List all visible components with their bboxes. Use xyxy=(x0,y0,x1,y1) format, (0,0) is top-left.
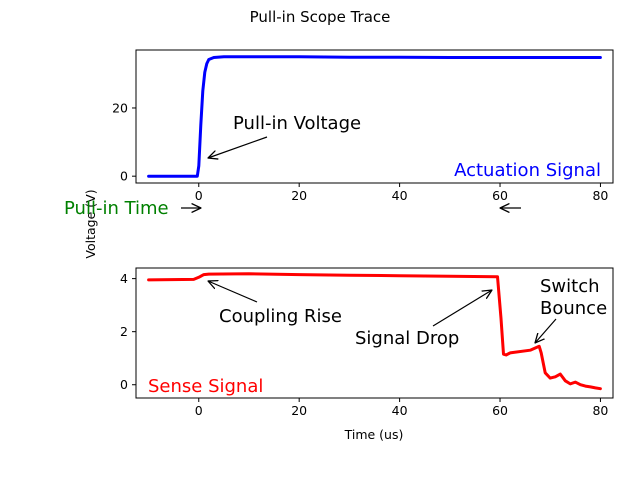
bounce-annotation: Bounce xyxy=(540,298,607,319)
y-axis-label: Voltage (V) xyxy=(83,189,98,258)
sense-signal-label: Sense Signal xyxy=(148,376,263,397)
sense-x-tick-label: 0 xyxy=(195,403,203,418)
figure-title: Pull-in Scope Trace xyxy=(250,8,391,26)
actuation-x-tick-label: 80 xyxy=(592,188,608,203)
actuation-x-tick-label: 0 xyxy=(195,188,203,203)
actuation-y-tick-label: 0 xyxy=(120,169,128,184)
actuation-x-tick-label: 40 xyxy=(392,188,408,203)
sense-panel: 0 20 40 60 80 0 2 4 Coupling Rise Signal Drop S… xyxy=(120,267,614,418)
actuation-y-tick-label: 20 xyxy=(112,100,128,115)
sense-x-tick-label: 40 xyxy=(392,403,408,418)
actuation-signal-label: Actuation Signal xyxy=(454,160,601,181)
signal-drop-arrow xyxy=(432,290,492,327)
x-axis-label: Time (us) xyxy=(344,427,404,442)
switch-annotation: Switch xyxy=(540,276,600,297)
sense-signal-line xyxy=(147,272,602,391)
actuation-x-tick-label: 20 xyxy=(291,188,307,203)
sense-x-tick-label: 60 xyxy=(492,403,508,418)
coupling-rise-annotation: Coupling Rise xyxy=(219,306,342,327)
sense-x-tick-label: 20 xyxy=(291,403,307,418)
actuation-axes-frame xyxy=(135,49,614,184)
sense-axes-frame xyxy=(135,267,614,399)
sense-y-tick-label: 4 xyxy=(120,271,128,286)
pull-in-voltage-arrow xyxy=(208,136,268,158)
coupling-rise-arrow xyxy=(208,281,258,303)
actuation-x-tick-label: 60 xyxy=(492,188,508,203)
pull-in-voltage-annotation: Pull-in Voltage xyxy=(233,113,361,134)
pull-in-time-annotation: Pull-in Time xyxy=(64,198,169,219)
sense-x-tick-label: 80 xyxy=(592,403,608,418)
actuation-panel: 0 20 40 60 80 0 20 Pull-in Voltage Actuation S… xyxy=(112,49,614,203)
switch-bounce-arrow xyxy=(535,318,557,343)
signal-drop-annotation: Signal Drop xyxy=(355,328,459,349)
sense-y-tick-label: 0 xyxy=(120,377,128,392)
sense-y-tick-label: 2 xyxy=(120,324,128,339)
actuation-signal-line xyxy=(147,55,602,178)
